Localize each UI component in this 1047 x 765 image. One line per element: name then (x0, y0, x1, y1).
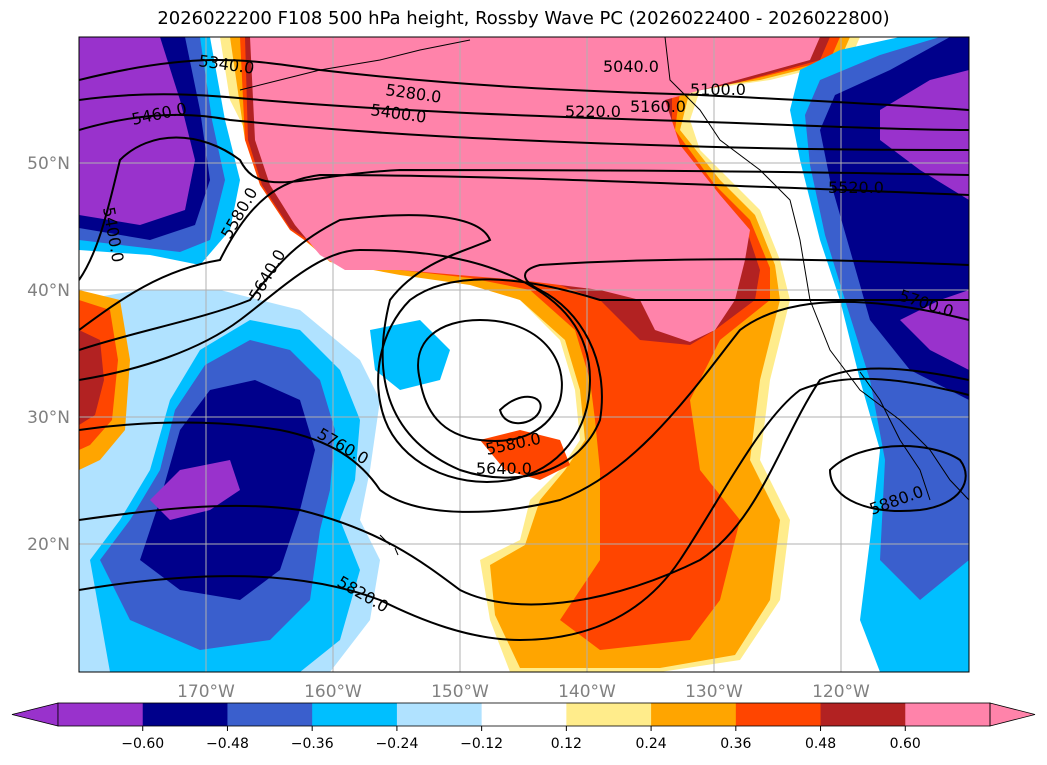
colorbar-segment (905, 703, 991, 726)
contour-5400 (79, 93, 969, 131)
colorbar-arrow-right (989, 702, 1036, 727)
chart-title: 2026022200 F108 500 hPa height, Rossby W… (157, 8, 890, 29)
contour-5880 (79, 377, 969, 642)
contour-5820 (79, 367, 969, 606)
colorbar-tick-label: −0.24 (375, 736, 418, 752)
anomaly-fill-layer (79, 37, 969, 672)
colorbar-segment (396, 703, 483, 726)
contour-5640 (79, 214, 969, 479)
colorbar-segment (312, 703, 398, 726)
height-contours (79, 59, 969, 642)
colorbar-tick-label: −0.48 (206, 736, 249, 752)
contour-label: 5220.0 (565, 102, 621, 121)
contour-5460 (79, 113, 969, 151)
colorbar-arrow-left (11, 702, 59, 727)
colorbar-segment (735, 703, 822, 726)
colorbar-segment (651, 703, 737, 726)
contour-low-2 (417, 318, 563, 442)
colorbar-tick-label: −0.60 (121, 736, 164, 752)
contour-5880-closed (828, 445, 967, 512)
latitude-labels: 50°N 40°N 30°N 20°N (27, 154, 70, 555)
colorbar-segment (481, 703, 567, 726)
colorbar-frame (57, 702, 991, 727)
colorbar-segment (58, 703, 144, 726)
contour-5340 (79, 59, 969, 111)
contour-label: 5040.0 (603, 57, 659, 76)
lat-label: 40°N (27, 281, 70, 301)
contour-5520 (79, 136, 969, 281)
anomaly-positive-central (480, 430, 570, 480)
contour-5580 (79, 173, 969, 331)
colorbar-segment (566, 703, 652, 726)
colorbar-tick-label: −0.36 (291, 736, 334, 752)
lon-label: 150°W (431, 682, 489, 702)
contour-label: 5520.0 (828, 178, 884, 197)
lon-label: 170°W (177, 682, 235, 702)
colorbar-segment (142, 703, 228, 726)
plot-frame (78, 36, 970, 673)
colorbar-tick-label: 0.36 (720, 736, 751, 752)
contour-label: 5100.0 (690, 80, 746, 99)
contour-label: 5160.0 (630, 97, 686, 116)
contour-5700 (79, 248, 969, 483)
colorbar-tick-label: 0.12 (551, 736, 582, 752)
colorbar-tick-label: −0.12 (460, 736, 503, 752)
longitude-labels: 170°W 160°W 150°W 140°W 130°W 120°W (177, 682, 870, 702)
lat-label: 30°N (27, 408, 70, 428)
lon-label: 120°W (812, 682, 870, 702)
lat-label: 20°N (27, 535, 70, 555)
colorbar-segment (820, 703, 906, 726)
colorbar-tick-label: 0.24 (636, 736, 667, 752)
contour-5760 (79, 300, 969, 513)
contour-low-inner (498, 395, 542, 425)
colorbar-segment (227, 703, 313, 726)
contour-label: 5640.0 (476, 459, 532, 478)
colorbar-ticks: −0.60 −0.48 −0.36 −0.24 −0.12 0.12 0.24 0.36 0.4… (121, 726, 921, 752)
colorbar-tick-label: 0.48 (805, 736, 836, 752)
colorbar (11, 702, 1036, 727)
colorbar-tick-label: 0.60 (890, 736, 921, 752)
lon-label: 140°W (558, 682, 616, 702)
lat-label: 50°N (27, 154, 70, 174)
lon-label: 160°W (304, 682, 362, 702)
lon-label: 130°W (685, 682, 743, 702)
